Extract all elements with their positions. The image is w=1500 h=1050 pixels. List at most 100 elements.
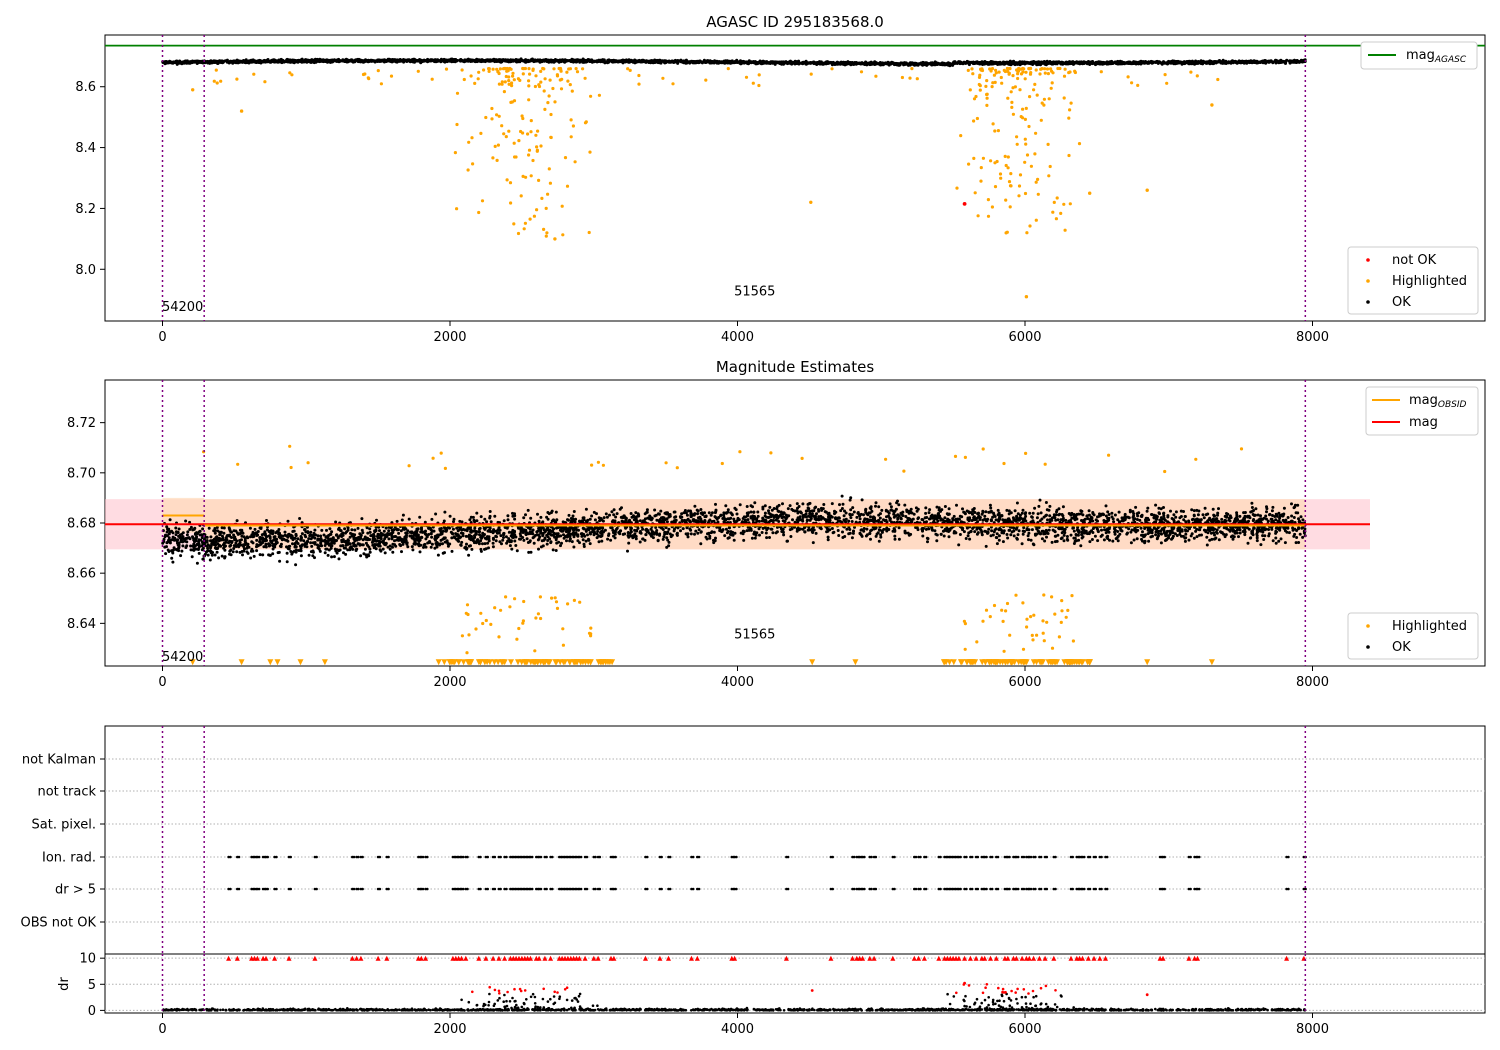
highlighted-point — [1023, 160, 1027, 164]
highlighted-point — [974, 94, 978, 99]
ok-point — [709, 513, 713, 517]
ok-point — [1143, 61, 1147, 65]
y-tick-label: 8.68 — [67, 517, 96, 532]
ok-point — [197, 551, 201, 555]
highlighted-point — [967, 162, 971, 166]
highlighted-point — [589, 94, 593, 98]
highlighted-point — [985, 96, 989, 100]
highlighted-point — [988, 67, 992, 71]
ok-point — [1001, 540, 1005, 544]
ok-point — [921, 534, 925, 538]
highlighted-point — [532, 214, 537, 218]
ok-point — [430, 542, 434, 546]
ok-point — [841, 530, 844, 534]
highlighted-point — [473, 81, 477, 85]
highlighted-point — [1043, 71, 1047, 75]
highlighted-point — [991, 81, 995, 85]
ok-point — [845, 527, 849, 531]
ok-point — [400, 550, 403, 554]
ok-point — [1104, 504, 1108, 508]
ok-point — [256, 60, 260, 63]
ok-point — [874, 61, 878, 65]
ok-point — [1195, 61, 1198, 65]
highlighted-point — [1016, 76, 1020, 81]
highlighted-point — [587, 230, 591, 235]
ok-point — [728, 60, 732, 64]
ok-point — [520, 58, 524, 62]
top-panel-plot: 8.08.28.48.60 2000 4000 6000 8000 — [75, 35, 1485, 345]
ok-point — [1277, 61, 1281, 64]
highlighted-point — [537, 83, 541, 87]
highlighted-point — [477, 70, 481, 74]
highlighted-point — [973, 191, 977, 195]
highlighted-point — [809, 72, 813, 76]
highlighted-point — [444, 67, 449, 71]
highlighted-point — [1210, 103, 1214, 107]
ok-point — [581, 57, 585, 61]
ok-point — [528, 59, 532, 63]
highlighted-point — [900, 75, 905, 80]
highlighted-point — [539, 144, 543, 148]
ok-point — [183, 60, 187, 64]
highlighted-point — [503, 80, 507, 84]
highlighted-point — [509, 201, 513, 205]
ok-point — [1110, 511, 1114, 515]
ok-point — [395, 60, 399, 64]
ok-point — [629, 60, 633, 63]
ok-point — [894, 61, 898, 65]
ok-point — [1033, 506, 1037, 510]
highlighted-point — [529, 130, 533, 134]
ok-point — [542, 58, 545, 62]
ok-point — [963, 61, 966, 65]
highlighted-point — [588, 150, 592, 154]
highlighted-point — [516, 231, 521, 236]
ok-point — [953, 60, 957, 64]
ok-point — [751, 505, 754, 509]
highlighted-point — [558, 78, 562, 82]
highlighted-point — [1004, 198, 1008, 202]
highlighted-point — [1017, 66, 1021, 71]
ok-point — [1280, 59, 1284, 63]
ok-point — [732, 538, 736, 542]
highlighted-point — [552, 67, 556, 71]
highlighted-point — [1216, 77, 1220, 82]
ok-point — [682, 61, 686, 65]
highlighted-point — [549, 135, 553, 140]
highlighted-point — [1068, 70, 1072, 74]
highlighted-point — [1023, 191, 1028, 196]
highlighted-point — [568, 83, 572, 87]
highlighted-point — [531, 158, 535, 163]
ok-point — [1217, 507, 1220, 511]
ok-point — [604, 512, 608, 516]
ok-point — [733, 60, 737, 64]
ok-point — [723, 59, 727, 63]
ok-point — [190, 60, 194, 64]
highlighted-point — [510, 74, 515, 78]
highlighted-point — [1145, 188, 1149, 192]
highlighted-point — [1027, 124, 1031, 129]
ok-point — [357, 59, 361, 63]
ok-point — [989, 506, 993, 510]
highlighted-point — [542, 89, 546, 93]
highlighted-point — [1028, 72, 1033, 76]
ok-point — [759, 61, 763, 65]
highlighted-point — [551, 86, 555, 91]
highlighted-point — [726, 67, 730, 71]
ok-point — [1130, 61, 1134, 65]
ok-point — [1257, 60, 1261, 64]
highlighted-point — [522, 227, 526, 231]
highlighted-point — [553, 237, 557, 241]
highlighted-point — [1047, 97, 1051, 101]
ok-point — [1268, 60, 1272, 64]
ok-point — [644, 59, 648, 63]
highlighted-point — [528, 72, 532, 76]
ok-point — [911, 62, 915, 66]
highlighted-point — [1019, 72, 1024, 76]
highlighted-point — [979, 179, 983, 183]
highlighted-point — [500, 80, 504, 84]
highlighted-point — [1126, 75, 1130, 79]
highlighted-point — [1051, 210, 1055, 214]
highlighted-point — [498, 67, 502, 71]
highlighted-point — [583, 121, 588, 125]
highlighted-point — [528, 217, 532, 221]
